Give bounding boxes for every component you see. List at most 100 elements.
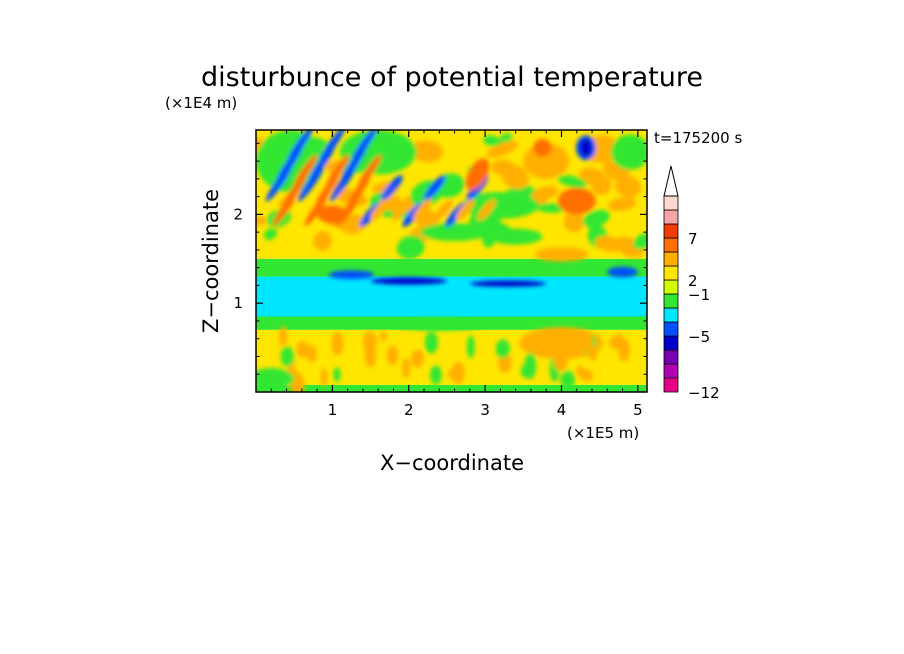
field-anomaly — [402, 357, 411, 379]
field-anomaly — [495, 339, 510, 359]
field-anomaly — [594, 235, 623, 252]
field-anomaly — [420, 223, 489, 242]
field-anomaly — [488, 228, 543, 245]
colorbar-segment — [663, 335, 679, 351]
axes: 1 2 3 4 5 1 2 — [233, 130, 647, 419]
field-anomaly — [534, 247, 589, 262]
field-anomaly — [633, 233, 647, 250]
field-anomaly — [423, 175, 446, 201]
colorbar-segment — [663, 293, 679, 309]
field-anomaly — [319, 130, 346, 163]
x-tick-label: 5 — [633, 401, 643, 419]
field-anomaly — [607, 266, 638, 278]
field-anomalies — [256, 130, 647, 392]
field-anomaly — [287, 130, 314, 163]
field-anomaly — [351, 130, 378, 163]
colorbar-tick-label: −5 — [688, 328, 710, 346]
x-axis-label: X−coordinate — [380, 451, 524, 475]
field-anomaly — [413, 199, 432, 221]
field-anomaly — [331, 331, 344, 356]
colorbar-segment — [663, 321, 679, 337]
field-anomaly — [391, 199, 411, 221]
contour-field — [256, 130, 647, 392]
colorbar-segment — [663, 307, 679, 323]
field-anomaly — [296, 341, 309, 358]
field-anomaly — [370, 199, 389, 221]
field-anomaly — [256, 368, 295, 390]
colorbar: 7 2−1 −5 −12 — [663, 165, 720, 402]
field-anomaly — [434, 199, 454, 221]
field-anomaly — [483, 135, 500, 147]
field-anomaly — [424, 331, 439, 354]
field-anomaly — [520, 363, 534, 379]
field-anomaly — [280, 346, 295, 367]
field-anomaly — [557, 187, 596, 215]
colorbar-segment — [663, 265, 679, 281]
field-anomaly — [591, 175, 612, 195]
field-anomaly — [340, 130, 417, 175]
field-anomaly — [579, 138, 593, 157]
field-anomaly — [379, 330, 387, 342]
field-anomaly — [560, 370, 575, 389]
field-anomaly — [465, 158, 490, 191]
colorbar-segment — [663, 237, 679, 253]
field-anomaly — [324, 295, 432, 303]
field-anomaly — [486, 140, 518, 158]
field-anomaly — [396, 235, 425, 260]
plot-frame — [255, 129, 648, 393]
field-band — [256, 258, 647, 277]
field-anomaly — [615, 175, 641, 198]
field-band — [256, 384, 647, 392]
field-anomaly — [477, 199, 496, 221]
colorbar-tick-label: 7 — [688, 230, 698, 248]
y-tick-label: 2 — [233, 205, 243, 223]
field-anomaly — [455, 199, 475, 221]
field-anomaly — [393, 320, 486, 331]
colorbar-segment — [663, 349, 679, 365]
field-band — [256, 276, 647, 317]
colorbar-segment — [663, 251, 679, 267]
field-anomaly — [313, 231, 332, 251]
x-scale-label: (×1E5 m) — [567, 424, 639, 442]
field-anomaly — [294, 154, 318, 188]
field-anomaly — [561, 337, 568, 351]
field-anomaly — [451, 361, 465, 385]
field-anomaly — [333, 367, 341, 383]
colorbar-segment — [663, 223, 679, 239]
field-anomaly — [579, 331, 593, 351]
colorbar-tick-label: −12 — [688, 384, 720, 402]
colorbar-tick-label: 2 — [688, 272, 698, 290]
chart-title: disturbunce of potential temperature — [201, 62, 703, 93]
colorbar-segment — [663, 363, 679, 379]
x-tick-label: 2 — [404, 401, 414, 419]
field-anomaly — [306, 345, 317, 363]
x-tick-label: 3 — [480, 401, 490, 419]
field-anomaly — [320, 368, 328, 387]
time-label: t=175200 s — [654, 129, 742, 147]
x-tick-label: 4 — [557, 401, 567, 419]
field-anomaly — [364, 342, 376, 368]
field-anomaly — [381, 175, 403, 201]
y-axis-label: Z−coordinate — [199, 189, 223, 333]
field-anomaly — [358, 154, 382, 188]
field-anomaly — [326, 154, 350, 188]
colorbar-segment — [663, 377, 679, 393]
field-anomaly — [582, 209, 610, 228]
y-scale-label: (×1E4 m) — [165, 94, 237, 112]
colorbar-segment — [663, 209, 679, 225]
field-anomaly — [563, 211, 585, 233]
field-anomaly — [317, 205, 348, 224]
field-anomaly — [607, 197, 637, 211]
field-anomaly — [370, 277, 447, 285]
field-anomaly — [618, 338, 631, 362]
field-anomaly — [587, 345, 598, 361]
field-anomaly — [533, 138, 552, 157]
field-anomaly — [279, 326, 288, 347]
field-anomaly — [340, 214, 367, 234]
field-anomaly — [491, 159, 516, 176]
field-anomaly — [410, 349, 424, 368]
field-anomaly — [409, 140, 444, 163]
field-anomaly — [553, 350, 568, 372]
field-anomaly — [557, 175, 587, 188]
